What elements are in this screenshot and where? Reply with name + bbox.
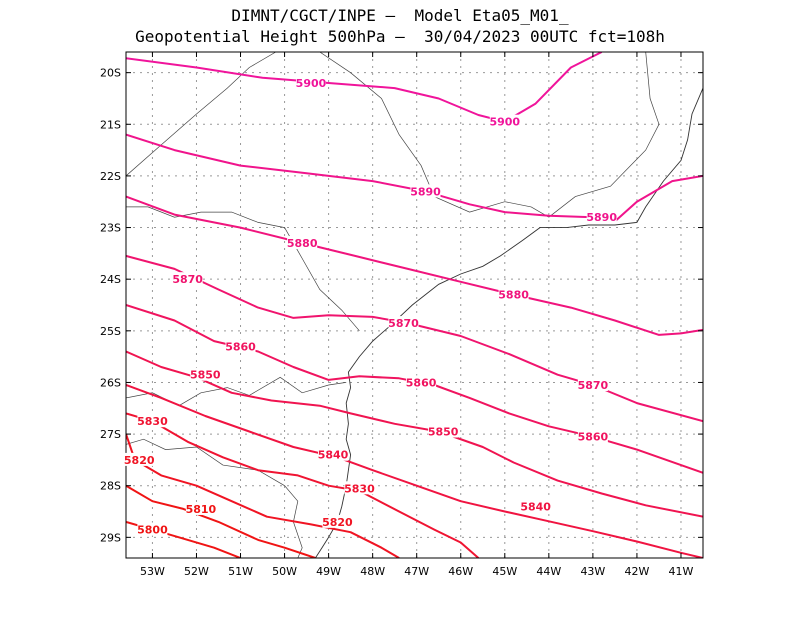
y-tick-label: 29S [100, 531, 121, 544]
contour-label: 5840 [520, 500, 551, 513]
contour-label-bg [172, 272, 203, 286]
contour-label: 5830 [344, 482, 375, 495]
contour-label: 5820 [124, 454, 155, 467]
contour-label: 5800 [137, 524, 168, 537]
x-tick-label: 51W [228, 565, 253, 578]
contour-label-bg [388, 316, 419, 330]
axis-tick-labels: 53W 52W 51W 50W 49W 48W 47W 46W 45W 44W 43W 42W 41W 2… [100, 67, 694, 578]
x-tick-label: 46W [448, 565, 473, 578]
x-tick-label: 44W [536, 565, 561, 578]
contour-label: 5880 [498, 289, 529, 302]
contour-label-bg [137, 522, 168, 536]
state-border [126, 376, 347, 407]
x-tick-label: 49W [316, 565, 341, 578]
x-tick-label: 45W [492, 565, 517, 578]
contour-label: 5810 [186, 503, 217, 516]
map-title-line1: DIMNT/CGCT/INPE – Model Eta05_M01_ [231, 6, 569, 25]
contour-label: 5880 [287, 237, 318, 250]
x-tick-label: 43W [580, 565, 605, 578]
contour-label-bg [577, 429, 608, 443]
contour-label: 5860 [225, 340, 256, 353]
y-tick-label: 22S [100, 170, 121, 183]
contour-line-5850 [126, 350, 703, 518]
contour-label-bg [185, 501, 216, 515]
contour-label: 5890 [586, 211, 617, 224]
x-tick-label: 50W [272, 565, 297, 578]
contour-label-bg [295, 75, 326, 89]
contour-line-5810 [126, 484, 316, 558]
contour-label: 5870 [388, 317, 419, 330]
contour-label: 5850 [190, 369, 221, 382]
contour-label: 5890 [410, 185, 441, 198]
plot-frame [125, 51, 704, 559]
state-border [126, 206, 360, 332]
contour-line-5840 [126, 384, 703, 558]
x-tick-label: 53W [140, 565, 165, 578]
x-tick-label: 48W [360, 565, 385, 578]
contour-label: 5860 [578, 431, 609, 444]
contour-label: 5870 [172, 273, 203, 286]
contour-line-5820 [126, 433, 400, 558]
contour-label: 5850 [428, 426, 459, 439]
contour-label-bg [344, 481, 375, 495]
contour-label-bg [410, 184, 441, 198]
x-tick-label: 41W [669, 565, 694, 578]
contour-label: 5840 [318, 449, 349, 462]
contour-label-bg [586, 210, 617, 224]
map-title-line2: Geopotential Height 500hPa – 30/04/2023 … [135, 27, 665, 46]
contour-lines [126, 52, 703, 558]
contour-line-5870 [126, 254, 703, 423]
y-tick-label: 21S [100, 118, 121, 131]
contour-label-bg [577, 378, 608, 392]
contour-label-bg [489, 114, 520, 128]
axis-ticks [126, 52, 703, 558]
contour-label: 5900 [296, 77, 327, 90]
y-tick-label: 28S [100, 480, 121, 493]
x-tick-label: 52W [184, 565, 209, 578]
contour-label-bg [322, 514, 353, 528]
contour-line-5830 [126, 412, 480, 558]
contour-label-bg [137, 414, 168, 428]
y-tick-label: 23S [100, 222, 121, 235]
contour-label: 5830 [137, 415, 168, 428]
contour-label: 5860 [406, 376, 437, 389]
contour-label-bg [406, 375, 437, 389]
contour-line-5880 [126, 195, 703, 336]
contour-line-5890 [126, 133, 703, 223]
contour-label-bg [318, 447, 349, 461]
y-tick-label: 25S [100, 325, 121, 338]
contour-label: 5820 [322, 516, 353, 529]
coastline [315, 87, 703, 558]
y-tick-label: 20S [100, 67, 121, 80]
contour-label-bg [124, 452, 155, 466]
state-border [548, 52, 660, 218]
geography-lines [126, 52, 703, 558]
x-tick-label: 47W [404, 565, 429, 578]
contour-label-bg [225, 339, 256, 353]
contour-labels: 5900 5900 5890 5890 5880 5880 5870 5870 5870 5860… [124, 75, 617, 537]
contour-label-bg [428, 424, 459, 438]
x-tick-label: 42W [624, 565, 649, 578]
contour-label-bg [498, 287, 529, 301]
y-tick-label: 26S [100, 376, 121, 389]
y-tick-label: 27S [100, 428, 121, 441]
y-tick-label: 24S [100, 273, 121, 286]
contour-label-bg [287, 236, 318, 250]
contour-label-bg [190, 367, 221, 381]
contour-label: 5900 [489, 116, 520, 129]
gridlines [126, 52, 703, 558]
contour-label: 5870 [578, 379, 609, 392]
contour-line-5900 [126, 52, 603, 123]
contour-label-bg [520, 499, 551, 513]
state-border [126, 52, 276, 177]
